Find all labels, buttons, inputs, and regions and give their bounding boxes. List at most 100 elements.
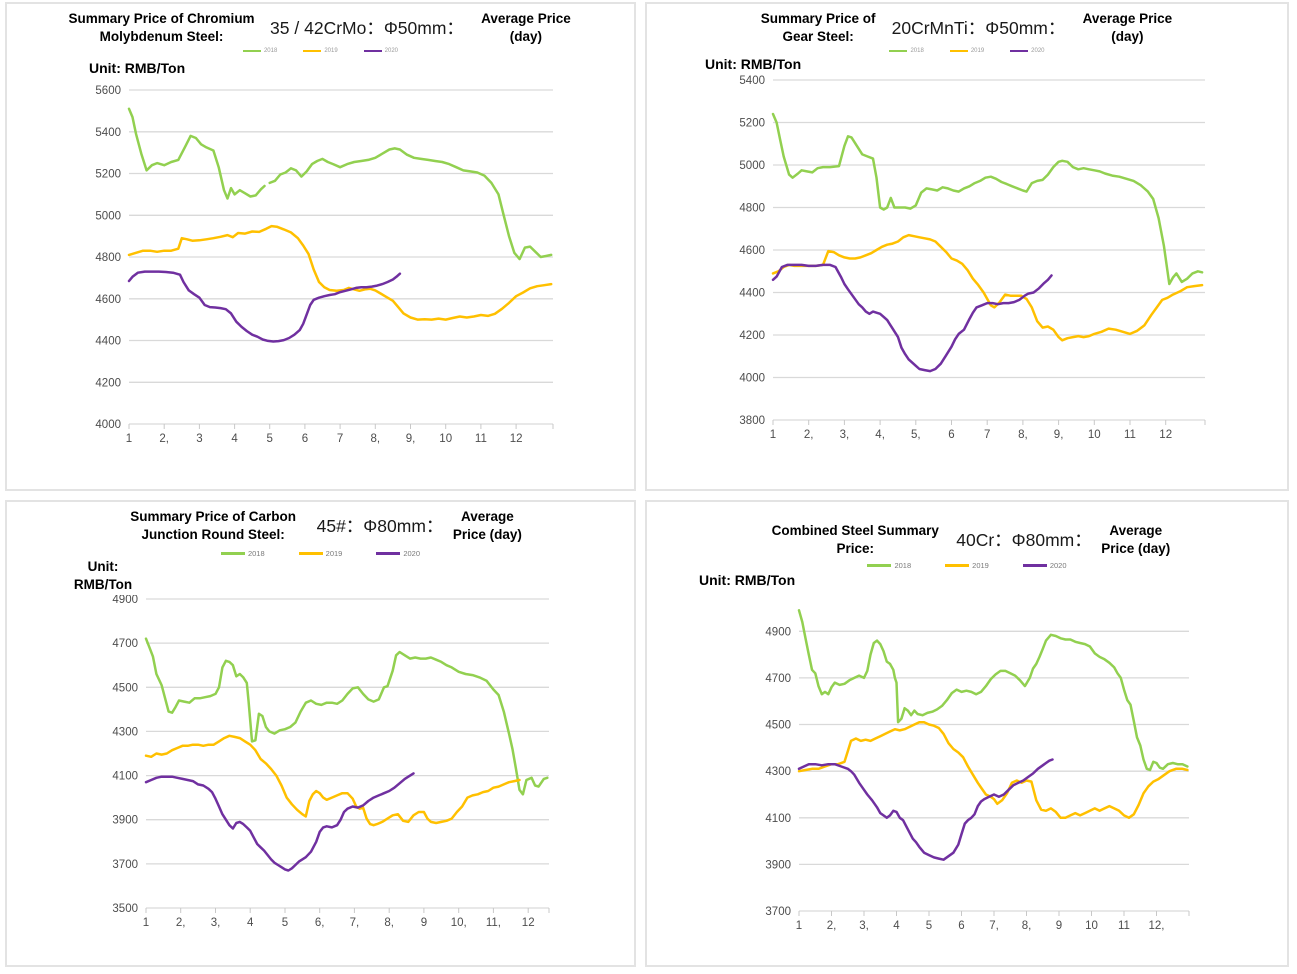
x-tick-label: 7, (350, 917, 360, 929)
chart-title-spec: 20CrMnTi：Φ50mm： (891, 18, 1066, 39)
legend-swatch-2020 (363, 50, 382, 53)
unit-label: Unit: RMB/Ton (89, 60, 186, 77)
y-tick-label: 3900 (765, 859, 791, 871)
x-tick-label: 6 (302, 433, 308, 445)
x-tick-label: 12, (1149, 920, 1165, 932)
series-line-2018 (771, 112, 1204, 286)
y-tick-label: 4900 (765, 626, 791, 638)
legend-swatch-2020 (376, 552, 401, 556)
series-line-2020 (144, 771, 415, 872)
chart-svg: 5600 5400 5200 5000 4800 4600 4400 4200 4000 1 2, 3… (95, 85, 554, 445)
y-tick-label: 4700 (765, 673, 791, 685)
plot-area: 5400 5200 5000 4800 4600 4400 4200 4000 3800 1 2, 3… (647, 72, 1287, 489)
chart-panel-carbon-round-steel: Summary Price of Carbon Junction Round S… (5, 500, 636, 967)
x-tick-label: 5 (266, 433, 272, 445)
x-tick-label: 2, (827, 920, 837, 932)
series-line-2020 (127, 270, 402, 343)
chart-panel-chromium-molybdenum: Summary Price of Chromium Molybdenum Ste… (5, 2, 636, 491)
series-line-2018 (144, 636, 549, 796)
x-tick-label: 5, (911, 429, 921, 441)
x-tick-label: 9, (1054, 429, 1064, 441)
legend-label-2019: 2019 (324, 48, 338, 55)
chart-title: Summary Price of Chromium Molybdenum Ste… (7, 10, 634, 45)
chart-title-main: Summary Price of Gear Steel: (760, 11, 876, 44)
chart-title-avg: Average Price (day) (1082, 11, 1173, 44)
y-tick-label: 4000 (95, 419, 121, 431)
unit-label: Unit: RMB/Ton (699, 572, 796, 589)
x-tick-label: 6 (948, 429, 954, 441)
y-tick-label: 5400 (739, 75, 765, 87)
x-tick-label: 2, (176, 917, 186, 929)
x-tick-label: 7, (989, 920, 999, 932)
y-tick-label: 3900 (112, 814, 138, 826)
chart-title-spec: 35 / 42CrMo：Φ50mm： (270, 18, 464, 39)
chart-title-spec: 45#：Φ80mm： (316, 516, 444, 537)
series-line-2019 (771, 233, 1204, 342)
x-tick-label: 6 (958, 920, 964, 932)
chart-panel-combined-steel: Combined Steel Summary Price: 40Cr：Φ80mm… (645, 500, 1289, 967)
legend-item-2020: 2020 (1022, 561, 1067, 570)
x-tick-label: 4 (247, 917, 254, 929)
x-tick-label: 4 (231, 433, 238, 445)
legend-item-2019: 2019 (303, 48, 338, 55)
legend-label-2020: 2020 (403, 549, 421, 559)
x-tick-label: 8, (384, 917, 394, 929)
chart-title-avg: Average Price (day) (1101, 523, 1171, 556)
chart-title-main: Combined Steel Summary Price: (771, 523, 939, 556)
x-tick-label: 2, (159, 433, 169, 445)
x-tick-label: 11 (475, 433, 487, 445)
series-line-2018 (268, 147, 553, 261)
y-tick-label: 4100 (765, 813, 791, 825)
legend-swatch-2019 (298, 552, 323, 556)
series-line-2020 (771, 263, 1053, 373)
x-tick-label: 2, (804, 429, 814, 441)
x-tick-label: 10 (1088, 429, 1101, 441)
legend-item-2018: 2018 (889, 48, 924, 54)
legend-item-2019: 2019 (949, 48, 984, 54)
x-tick-label: 7 (984, 429, 990, 441)
y-tick-label: 3800 (739, 415, 765, 427)
y-tick-label: 4200 (739, 330, 765, 342)
x-tick-label: 1 (143, 917, 149, 929)
y-tick-label: 4800 (95, 252, 121, 264)
x-tick-label: 9, (406, 433, 416, 445)
y-tick-label: 5600 (95, 85, 121, 97)
y-tick-label: 5200 (95, 169, 121, 181)
series-line-2020 (797, 758, 1054, 862)
legend-label-2019: 2019 (972, 561, 989, 571)
y-tick-label: 5200 (739, 118, 765, 130)
chart-svg: 4900 4700 4500 4300 4100 3900 3700 3500 1 2, 3, 4 5 6… (112, 595, 550, 929)
legend-swatch-2020 (1022, 564, 1047, 568)
x-tick-label: 8, (371, 433, 381, 445)
legend-swatch-2018 (889, 50, 908, 53)
legend-label-2018: 2018 (247, 549, 265, 559)
chart-title-avg: Average Price (day) (452, 509, 522, 542)
legend-item-2020: 2020 (363, 48, 398, 54)
chart-title: Summary Price of Carbon Junction Round S… (7, 508, 634, 543)
legend-item-2020: 2020 (1010, 48, 1045, 54)
legend-item-2018: 2018 (242, 48, 277, 54)
series-line-2019 (144, 734, 521, 826)
y-tick-label: 5400 (95, 127, 121, 139)
x-tick-label: 12 (510, 433, 523, 445)
plot-area: 4900 4700 4500 4300 4100 3900 3700 1 2, 3, 4 5 6 7, 8,… (647, 588, 1287, 965)
legend-swatch-2020 (1010, 50, 1029, 53)
x-tick-label: 5 (926, 920, 932, 932)
y-tick-label: 4000 (739, 373, 765, 385)
x-tick-label: 3, (859, 920, 869, 932)
x-tick-label: 12 (1159, 429, 1172, 441)
legend-item-2020: 2020 (376, 549, 420, 558)
x-tick-label: 5 (282, 917, 288, 929)
x-tick-label: 3, (840, 429, 850, 441)
chart-title-avg: Average Price (day) (481, 11, 571, 44)
y-tick-label: 4100 (112, 770, 138, 782)
legend-swatch-2019 (949, 50, 968, 53)
y-tick-label: 4500 (112, 682, 138, 694)
x-tick-label: 10, (451, 917, 467, 929)
series-line-2019 (797, 721, 1189, 820)
x-tick-label: 11, (486, 917, 501, 929)
x-tick-label: 11 (1118, 920, 1130, 932)
x-tick-label: 8, (1018, 429, 1028, 441)
chart-legend: 2018 2019 2020 (647, 561, 1287, 570)
x-tick-label: 12 (522, 917, 535, 929)
